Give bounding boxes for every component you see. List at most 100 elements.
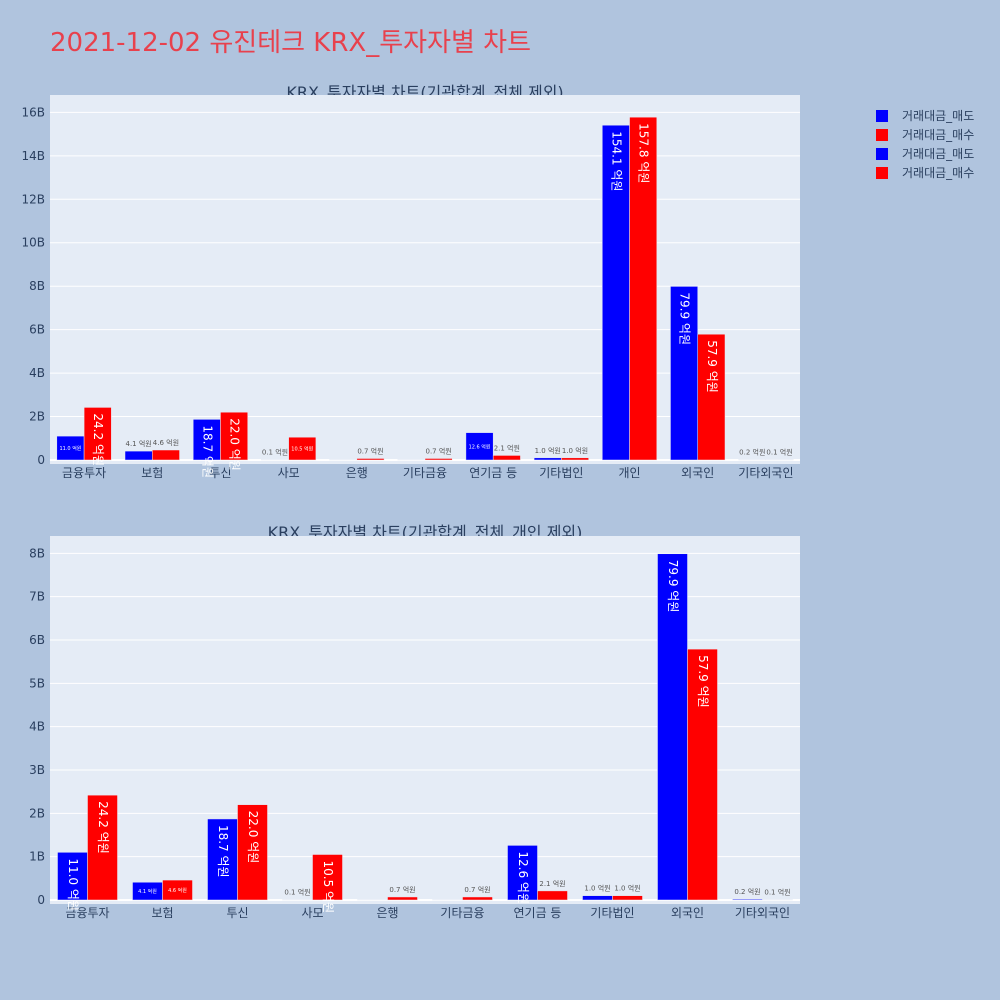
bar-buy: [162, 879, 193, 901]
data-label: 24.2 억원: [96, 801, 110, 854]
legend-label: 거래대금_매도: [902, 147, 975, 161]
x-tick-label: 연기금 등: [514, 906, 562, 920]
x-tick-label: 기타외국인: [735, 906, 790, 920]
bar-sell: [602, 124, 630, 461]
chart-1: 0 2B 4B 6B 8B 10B 12B 14B 16B 금융투자 11.0 억원 24.2 억원보…: [21, 95, 800, 480]
bar-buy: [387, 896, 418, 901]
legend-item[interactable]: 거래대금_매수: [876, 125, 974, 144]
data-label: 10.5 억원: [321, 861, 335, 914]
data-label: 57.9 억원: [705, 340, 719, 393]
bar-buy: [765, 459, 794, 461]
data-label: 157.8 억원: [637, 123, 651, 183]
bar-buy: [288, 436, 317, 461]
data-label: 24.2 억원: [91, 413, 105, 466]
bar-buy: [762, 899, 793, 901]
data-label: 0.2 억원: [734, 887, 760, 896]
x-tick-label: 보험: [141, 466, 163, 480]
bar-buy: [629, 116, 658, 461]
bar-sell: [357, 899, 388, 901]
bar-buy: [697, 333, 726, 461]
bar-sell: [732, 898, 763, 901]
bar-sell: [465, 432, 494, 461]
legend-label: 거래대금_매도: [902, 109, 975, 123]
data-label: 0.7 억원: [357, 446, 383, 455]
y-tick-label: 8B: [29, 279, 45, 293]
legend-swatch-sell: [876, 109, 888, 122]
data-label: 0.7 억원: [389, 885, 415, 894]
y-tick-label: 14B: [21, 149, 45, 163]
bar-buy: [152, 449, 180, 461]
x-tick-label: 사모: [278, 466, 300, 480]
legend-item[interactable]: 거래대금_매도: [876, 144, 974, 163]
x-tick-label: 기타법인: [590, 906, 634, 920]
data-label: 79.9 억원: [666, 560, 680, 613]
data-label: 154.1 억원: [609, 131, 623, 191]
bar-sell: [207, 818, 238, 901]
x-tick-label: 연기금 등: [469, 466, 517, 480]
bar-buy: [462, 896, 493, 901]
x-tick-label: 금융투자: [65, 906, 109, 920]
x-tick-label: 은행: [376, 905, 398, 920]
bar-sell: [582, 895, 613, 901]
y-tick-label: 0: [37, 453, 45, 467]
y-tick-label: 4B: [29, 720, 45, 734]
data-label: 0.1 억원: [284, 888, 310, 897]
data-label: 1.0 억원: [614, 884, 640, 893]
x-tick-label: 외국인: [671, 906, 704, 920]
x-tick-label: 기타외국인: [738, 466, 793, 480]
legend-item[interactable]: 거래대금_매수: [876, 163, 974, 182]
bar-buy: [83, 407, 112, 461]
x-tick-label: 투신: [226, 906, 248, 920]
legend: 거래대금_매도 거래대금_매수 거래대금_매도 거래대금_매수: [876, 106, 974, 182]
bar-buy: [220, 411, 248, 461]
bar-buy: [537, 890, 568, 901]
data-label: 2.1 억원: [494, 443, 520, 452]
y-tick-label: 1B: [29, 850, 45, 864]
y-tick-label: 3B: [29, 763, 45, 777]
x-tick-label: 은행: [346, 465, 368, 480]
x-tick-label: 기타금융: [440, 906, 484, 920]
bar-sell: [432, 899, 463, 901]
legend-item[interactable]: 거래대금_매도: [876, 106, 974, 125]
y-tick-label: 2B: [29, 410, 45, 424]
y-tick-label: 4B: [29, 366, 45, 380]
y-tick-label: 10B: [21, 236, 45, 250]
y-tick-label: 16B: [21, 105, 45, 119]
data-label: 1.0 억원: [562, 446, 588, 455]
bar-buy: [424, 458, 453, 461]
data-label: 4.1 억원: [138, 888, 157, 895]
bar-buy: [687, 648, 718, 901]
y-tick-label: 2B: [29, 806, 45, 820]
bar-buy: [312, 854, 343, 901]
page-title: 2021-12-02 유진테크 KRX_투자자별 차트: [50, 28, 532, 58]
y-tick-label: 12B: [21, 192, 45, 206]
bar-sell: [282, 899, 313, 901]
data-label: 0.1 억원: [764, 888, 790, 897]
bar-buy: [561, 457, 589, 461]
legend-swatch-buy: [876, 166, 888, 179]
x-tick-label: 금융투자: [62, 466, 106, 480]
legend-swatch-sell: [876, 147, 888, 160]
data-label: 12.6 억원: [469, 443, 491, 450]
data-label: 0.1 억원: [262, 448, 288, 457]
x-tick-label: 사모: [301, 906, 323, 920]
data-label: 4.6 억원: [168, 887, 187, 894]
x-tick-label: 기타법인: [539, 466, 583, 480]
data-label: 1.0 억원: [584, 884, 610, 893]
data-label: 18.7 억원: [200, 425, 214, 478]
data-label: 12.6 억원: [516, 851, 530, 904]
legend-label: 거래대금_매수: [902, 166, 975, 180]
data-label: 11.0 억원: [59, 445, 81, 452]
bar-sell: [507, 845, 538, 901]
data-label: 2.1 억원: [539, 879, 565, 888]
bar-sell: [657, 553, 688, 901]
legend-label: 거래대금_매수: [902, 128, 975, 142]
x-tick-label: 기타금융: [403, 466, 447, 480]
x-tick-label: 개인: [618, 466, 640, 480]
x-tick-label: 투신: [209, 466, 231, 480]
y-tick-label: 8B: [29, 546, 45, 560]
y-tick-label: 6B: [29, 323, 45, 337]
bar-buy: [237, 804, 268, 901]
x-tick-label: 외국인: [681, 466, 714, 480]
